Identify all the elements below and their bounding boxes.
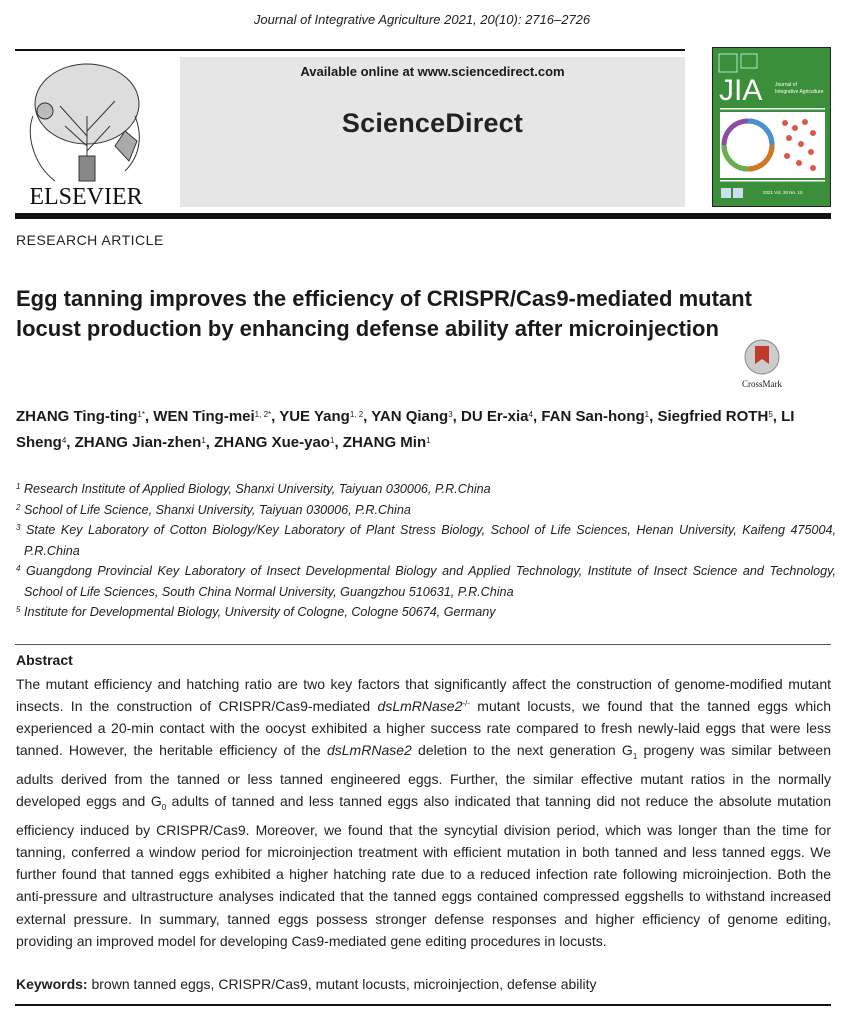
affiliation-text: State Key Laboratory of Cotton Biology/K… [24,523,836,558]
article-type: RESEARCH ARTICLE [16,232,164,248]
affiliation-list: 1 Research Institute of Applied Biology,… [16,479,836,623]
header-thick-rule [15,213,831,219]
author-name: ZHANG Jian-zhen [74,434,202,451]
affiliation-text: Research Institute of Applied Biology, S… [23,482,491,496]
author-affiliation-mark: 1* [137,410,145,419]
author-name: Siegfried ROTH [657,408,769,425]
abstract-heading: Abstract [16,652,73,668]
keywords-text: brown tanned eggs, CRISPR/Cas9, mutant l… [91,976,597,992]
author-name: ZHANG Xue-yao [214,434,330,451]
affiliation-number: 3 [16,523,21,532]
available-online-text[interactable]: Available online at www.sciencedirect.co… [300,64,565,79]
author-name: WEN Ting-mei [153,408,255,425]
author-name: FAN San-hong [541,408,645,425]
author: DU Er-xia4 [461,408,533,425]
footer-rule [15,1004,831,1006]
abstract-segment: progeny was similar between adults deriv… [16,742,831,810]
affiliation-number: 1 [16,482,21,491]
abstract-text: The mutant efficiency and hatching ratio… [16,673,831,952]
author: LI Sheng4 [16,408,794,451]
author-affiliation-mark: 4 [61,436,67,445]
author-name: ZHANG Ting-ting [16,408,138,425]
affiliation-text: Guangdong Provincial Key Laboratory of I… [24,564,836,599]
elsevier-tree-icon: ELSEVIER [15,56,157,210]
author-name: YUE Yang [279,408,350,425]
author-name: ZHANG Min [342,434,427,451]
author: Siegfried ROTH5 [657,408,772,425]
affiliation: 3 State Key Laboratory of Cotton Biology… [16,520,836,561]
author: ZHANG Ting-ting1* [16,408,145,425]
journal-citation: Journal of Integrative Agriculture 2021,… [253,12,591,27]
svg-text:Integrative Agriculture: Integrative Agriculture [775,89,824,95]
author-name: LI Sheng [16,408,795,451]
article-title: Egg tanning improves the efficiency of C… [16,286,752,341]
author: YUE Yang1, 2 [279,408,363,425]
svg-text:JIA: JIA [719,74,762,107]
author-name: YAN Qiang [371,408,449,425]
abstract-rule [15,644,831,645]
affiliation: 4 Guangdong Provincial Key Laboratory of… [16,561,836,602]
abstract-segment: dsLmRNase2 [326,742,412,759]
svg-text:2021 Vol. 20 No. 10: 2021 Vol. 20 No. 10 [763,190,803,195]
author: YAN Qiang3 [371,408,452,425]
cover-image: JIA Journal of Integrative Agriculture 2… [718,53,825,198]
crossmark-button[interactable]: CrossMark [740,338,784,389]
author-affiliation-mark: 1, 2* [254,410,272,419]
affiliation-number: 4 [16,564,21,573]
abstract-segment: deletion to the next generation G [411,742,633,759]
keywords-label: Keywords: [16,976,88,992]
journal-cover: JIA Journal of Integrative Agriculture 2… [712,47,831,207]
sciencedirect-title: ScienceDirect [341,108,524,138]
author: WEN Ting-mei1, 2* [153,408,271,425]
abstract-segment: mutant locusts, we found that the tanned… [16,698,831,759]
crossmark-label: CrossMark [742,379,782,389]
author: ZHANG Xue-yao1 [214,434,334,451]
sciencedirect-banner: Available online at www.sciencedirect.co… [180,57,685,207]
author-name: DU Er-xia [461,408,529,425]
author-affiliation-mark: 1, 2 [349,410,364,419]
affiliation: 5 Institute for Developmental Biology, U… [16,602,836,623]
author-affiliation-mark: 1 [329,436,335,445]
author-affiliation-mark: 1 [644,410,650,419]
author-list: ZHANG Ting-ting1*, WEN Ting-mei1, 2*, YU… [16,408,795,451]
header-rule [15,49,685,51]
abstract-segment: The mutant efficiency and hatching ratio… [16,676,831,715]
abstract-segment: 1 [632,752,638,762]
abstract-segment: -/- [462,699,470,709]
svg-text:Journal of: Journal of [775,82,798,88]
author-affiliation-mark: 5 [768,410,773,419]
abstract-segment: 0 [161,803,167,813]
author: FAN San-hong1 [541,408,649,425]
crossmark-icon [744,339,780,375]
author: ZHANG Jian-zhen1 [75,434,206,451]
keywords: Keywords: brown tanned eggs, CRISPR/Cas9… [16,976,597,992]
author-affiliation-mark: 1 [426,436,431,445]
svg-text:ELSEVIER: ELSEVIER [29,184,142,208]
author-affiliation-mark: 3 [448,410,453,419]
affiliation: 2 School of Life Science, Shanxi Univers… [16,500,836,521]
affiliation-text: Institute for Developmental Biology, Uni… [23,605,496,619]
abstract-segment: adults of tanned and less tanned eggs al… [16,793,831,949]
author-affiliation-mark: 1 [201,436,206,445]
author: ZHANG Min1 [343,434,431,451]
abstract-segment: dsLmRNase2 [377,698,463,715]
author-affiliation-mark: 4 [528,410,533,419]
affiliation-number: 5 [16,605,21,614]
affiliation-number: 2 [16,502,21,512]
affiliation: 1 Research Institute of Applied Biology,… [16,479,836,500]
affiliation-text: School of Life Science, Shanxi Universit… [23,502,411,517]
elsevier-logo: ELSEVIER [15,56,157,210]
